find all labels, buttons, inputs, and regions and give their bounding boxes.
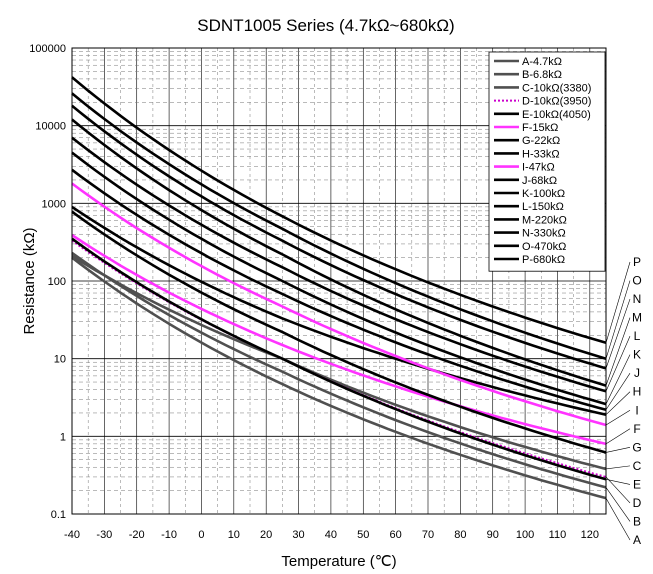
series-line-N [71, 104, 607, 370]
x-tick-label: 100 [516, 529, 534, 541]
x-tick-label: 20 [260, 529, 272, 541]
curve-label: J [634, 366, 640, 380]
curve-label: E [633, 477, 641, 491]
curves [71, 76, 607, 500]
x-tick-label: 30 [292, 529, 304, 541]
curve-label: L [634, 329, 641, 343]
curve-label-leader [605, 447, 631, 453]
series-line-C [71, 254, 607, 471]
curve-label: M [632, 311, 642, 325]
curve-label-leader [605, 261, 631, 343]
legend-entry-label: M-220kΩ [522, 214, 567, 226]
curve-label-leader [605, 428, 631, 445]
series-line-K [71, 151, 607, 406]
series-line-O [71, 92, 607, 360]
plot-frame [71, 47, 607, 515]
x-tick-label: -20 [129, 529, 145, 541]
curve-label: P [633, 255, 641, 269]
x-tick-label: 120 [581, 529, 599, 541]
x-axis-label: Temperature (℃) [281, 553, 396, 570]
curve-label: G [632, 440, 641, 454]
legend-entry-label: A-4.7kΩ [522, 56, 562, 68]
curve-label-leader [605, 476, 631, 504]
curve-label-leader [605, 487, 631, 522]
series-line-F [71, 234, 607, 446]
curve-label-leader [605, 497, 631, 541]
legend-entry-label: E-10kΩ(4050) [522, 109, 591, 121]
x-tick-label: 40 [325, 529, 337, 541]
x-tick-label: -10 [161, 529, 177, 541]
legend-entry-label: N-330kΩ [522, 228, 566, 240]
curve-label: B [633, 514, 641, 528]
series-line-G [71, 210, 607, 454]
curve-label: K [633, 348, 641, 362]
curve-label-leader [605, 373, 631, 410]
legend-entry-label: L-150kΩ [522, 201, 564, 213]
curve-label-leader [605, 298, 631, 369]
x-tick-label: 60 [390, 529, 402, 541]
legend-entry-label: G-22kΩ [522, 135, 560, 147]
x-tick-label: 90 [487, 529, 499, 541]
series-line-P [71, 76, 607, 345]
series-line-A [71, 256, 607, 500]
x-tick-label: 110 [549, 529, 567, 541]
legend-entry-label: J-68kΩ [522, 175, 557, 187]
x-tick-labels: -40 -30 -20 -10 0 10 20 30 40 50 60 70 80 90 100 110 120 [64, 529, 599, 541]
curve-label-leader [605, 410, 631, 426]
x-tick-label: 70 [422, 529, 434, 541]
y-tick-label: 1 [60, 431, 66, 443]
curve-label-leader [605, 280, 631, 359]
series-line-E [71, 237, 607, 481]
y-tick-label: 100 [48, 276, 66, 288]
series-line-I [71, 182, 607, 427]
curve-label-leader [605, 317, 631, 386]
legend-entry-label: O-470kΩ [522, 241, 566, 253]
x-tick-label: 50 [357, 529, 369, 541]
x-tick-label: 10 [228, 529, 240, 541]
curve-label-leader [605, 354, 631, 405]
y-tick-label: 10000 [35, 121, 66, 133]
curve-label: D [633, 496, 642, 510]
legend-entry-label: C-10kΩ(3380) [522, 82, 591, 94]
y-tick-label: 100000 [29, 43, 66, 55]
x-tick-label: -40 [64, 529, 80, 541]
curve-label: F [633, 422, 640, 436]
legend-entry-label: I-47kΩ [522, 162, 555, 174]
curve-label: O [632, 274, 641, 288]
y-axis-label: Resistance (kΩ) [21, 227, 38, 334]
legend-entry-label: K-100kΩ [522, 188, 565, 200]
curve-label: C [633, 459, 642, 473]
legend-entry-label: F-15kΩ [522, 122, 558, 134]
curve-label: N [633, 292, 642, 306]
legend-entry-label: D-10kΩ(3950) [522, 96, 591, 108]
curve-label: I [635, 403, 638, 417]
series-line-H [71, 205, 607, 416]
y-tick-label: 10 [54, 354, 66, 366]
x-tick-label: 80 [454, 529, 466, 541]
series-line-L [71, 136, 607, 393]
series-line-B [71, 251, 607, 489]
curve-label-leader [605, 391, 631, 415]
legend-entry-label: B-6.8kΩ [522, 69, 562, 81]
legend-entry-label: H-33kΩ [522, 148, 560, 160]
curve-label-leader [605, 336, 631, 392]
chart-title: SDNT1005 Series (4.7kΩ~680kΩ) [197, 16, 454, 35]
y-tick-label: 1000 [42, 198, 66, 210]
legend-entry-label: P-680kΩ [522, 254, 565, 266]
x-tick-label: -30 [96, 529, 112, 541]
x-tick-label: 0 [198, 529, 204, 541]
series-line-J [71, 168, 607, 411]
curve-label: H [633, 385, 642, 399]
y-tick-label: 0.1 [51, 509, 66, 521]
y-tick-labels: 100000 10000 1000 100 10 1 0.1 [29, 43, 66, 521]
curve-label-leader [605, 478, 631, 485]
series-line-M [71, 118, 607, 387]
curve-label-leader [605, 465, 631, 470]
curve-label: A [633, 533, 641, 547]
